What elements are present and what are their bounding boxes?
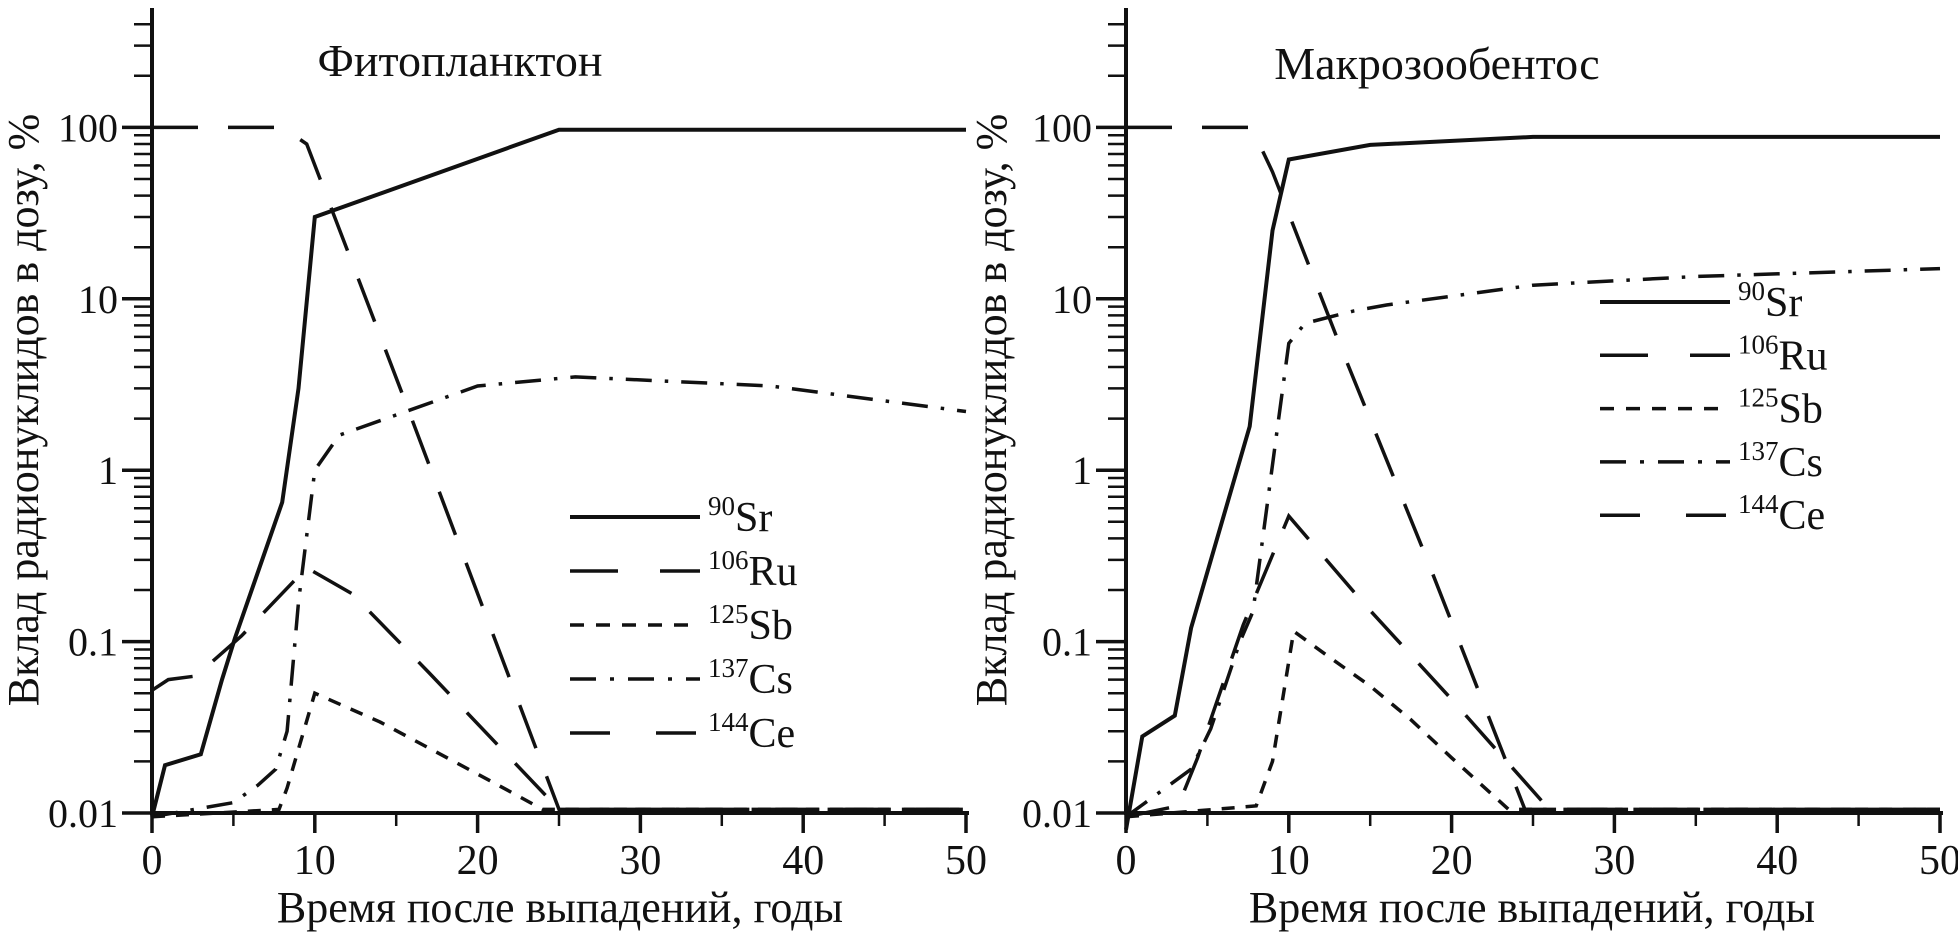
x-tick-label: 50 <box>945 838 987 884</box>
legend-isotope-symbol: Sb <box>749 603 793 649</box>
legend-isotope-symbol: Sr <box>735 495 772 541</box>
legend-label-137Cs: 137Cs <box>1738 436 1823 486</box>
x-tick-label: 40 <box>1756 838 1798 884</box>
legend-isotope-symbol: Cs <box>749 657 793 703</box>
y-axis-title-right: Вклад радионуклидов в дозу, % <box>967 114 1016 707</box>
legend-isotope-symbol: Cs <box>1779 440 1823 486</box>
chart-title-phytoplankton: Фитопланктон <box>318 35 603 86</box>
legend-isotope-symbol: Sr <box>1765 280 1802 326</box>
legend-label-106Ru: 106Ru <box>1738 329 1828 379</box>
legend-label-144Ce: 144Ce <box>1738 489 1825 539</box>
series-line-137Cs <box>1124 266 1941 819</box>
legend-label-144Ce: 144Ce <box>708 707 795 757</box>
x-tick-label: 30 <box>619 838 661 884</box>
y-tick-label: 10 <box>1052 277 1092 322</box>
series-line-90Sr <box>1124 134 1940 830</box>
legend-label-125Sb: 125Sb <box>1738 383 1823 433</box>
y-tick-label: 0.01 <box>1022 791 1092 836</box>
x-tick-label: 40 <box>782 838 824 884</box>
legend-isotope-mass: 144 <box>708 707 749 737</box>
legend-isotope-mass: 106 <box>708 545 749 575</box>
x-tick-label: 0 <box>142 838 163 884</box>
legend-isotope-mass: 106 <box>1738 329 1779 359</box>
x-tick-label: 20 <box>1431 838 1473 884</box>
legend-isotope-mass: 90 <box>708 491 735 521</box>
y-tick-label: 100 <box>58 105 118 150</box>
y-tick-label: 0.1 <box>68 620 118 665</box>
x-axis-title-left: Время после выпадений, годы <box>277 883 843 932</box>
series-line-137Cs <box>151 375 967 819</box>
y-tick-label: 0.01 <box>48 791 118 836</box>
y-tick-label: 1 <box>1072 448 1092 493</box>
legend-isotope-mass: 125 <box>1738 383 1779 413</box>
x-tick-label: 10 <box>294 838 336 884</box>
chart-title-macrozoobenthos: Макрозообентос <box>1274 38 1599 89</box>
y-tick-label: 0.1 <box>1042 620 1092 665</box>
x-tick-label: 0 <box>1116 838 1137 884</box>
series-line-125Sb <box>151 690 966 819</box>
x-tick-label: 10 <box>1268 838 1310 884</box>
series-line-125Sb <box>1125 628 1940 819</box>
series-line-106Ru <box>1125 512 1940 819</box>
legend-isotope-symbol: Ru <box>749 549 798 595</box>
legend-label-106Ru: 106Ru <box>708 545 798 595</box>
x-tick-label: 30 <box>1593 838 1635 884</box>
series-line-106Ru <box>151 565 966 812</box>
legend-isotope-mass: 90 <box>1738 276 1765 306</box>
legend-isotope-mass: 137 <box>708 653 749 683</box>
y-axis-title-left: Вклад радионуклидов в дозу, % <box>0 114 48 707</box>
legend-isotope-symbol: Ce <box>749 711 796 757</box>
y-tick-label: 100 <box>1032 105 1092 150</box>
legend-isotope-mass: 144 <box>1738 489 1779 519</box>
series-line-144Ce <box>152 125 966 812</box>
legend-label-90Sr: 90Sr <box>708 491 772 541</box>
legend-label-90Sr: 90Sr <box>1738 276 1802 326</box>
legend-isotope-symbol: Ru <box>1779 333 1828 379</box>
legend-isotope-symbol: Ce <box>1779 493 1826 539</box>
x-axis-title-right: Время после выпадений, годы <box>1249 883 1815 932</box>
legend-isotope-mass: 125 <box>708 599 749 629</box>
legend-label-125Sb: 125Sb <box>708 599 793 649</box>
y-tick-label: 10 <box>78 277 118 322</box>
legend-isotope-mass: 137 <box>1738 436 1779 466</box>
y-tick-label: 1 <box>98 448 118 493</box>
legend-isotope-symbol: Sb <box>1779 387 1823 433</box>
series-line-90Sr <box>150 127 966 818</box>
x-tick-label: 50 <box>1919 838 1958 884</box>
x-tick-label: 20 <box>457 838 499 884</box>
legend-label-137Cs: 137Cs <box>708 653 793 703</box>
